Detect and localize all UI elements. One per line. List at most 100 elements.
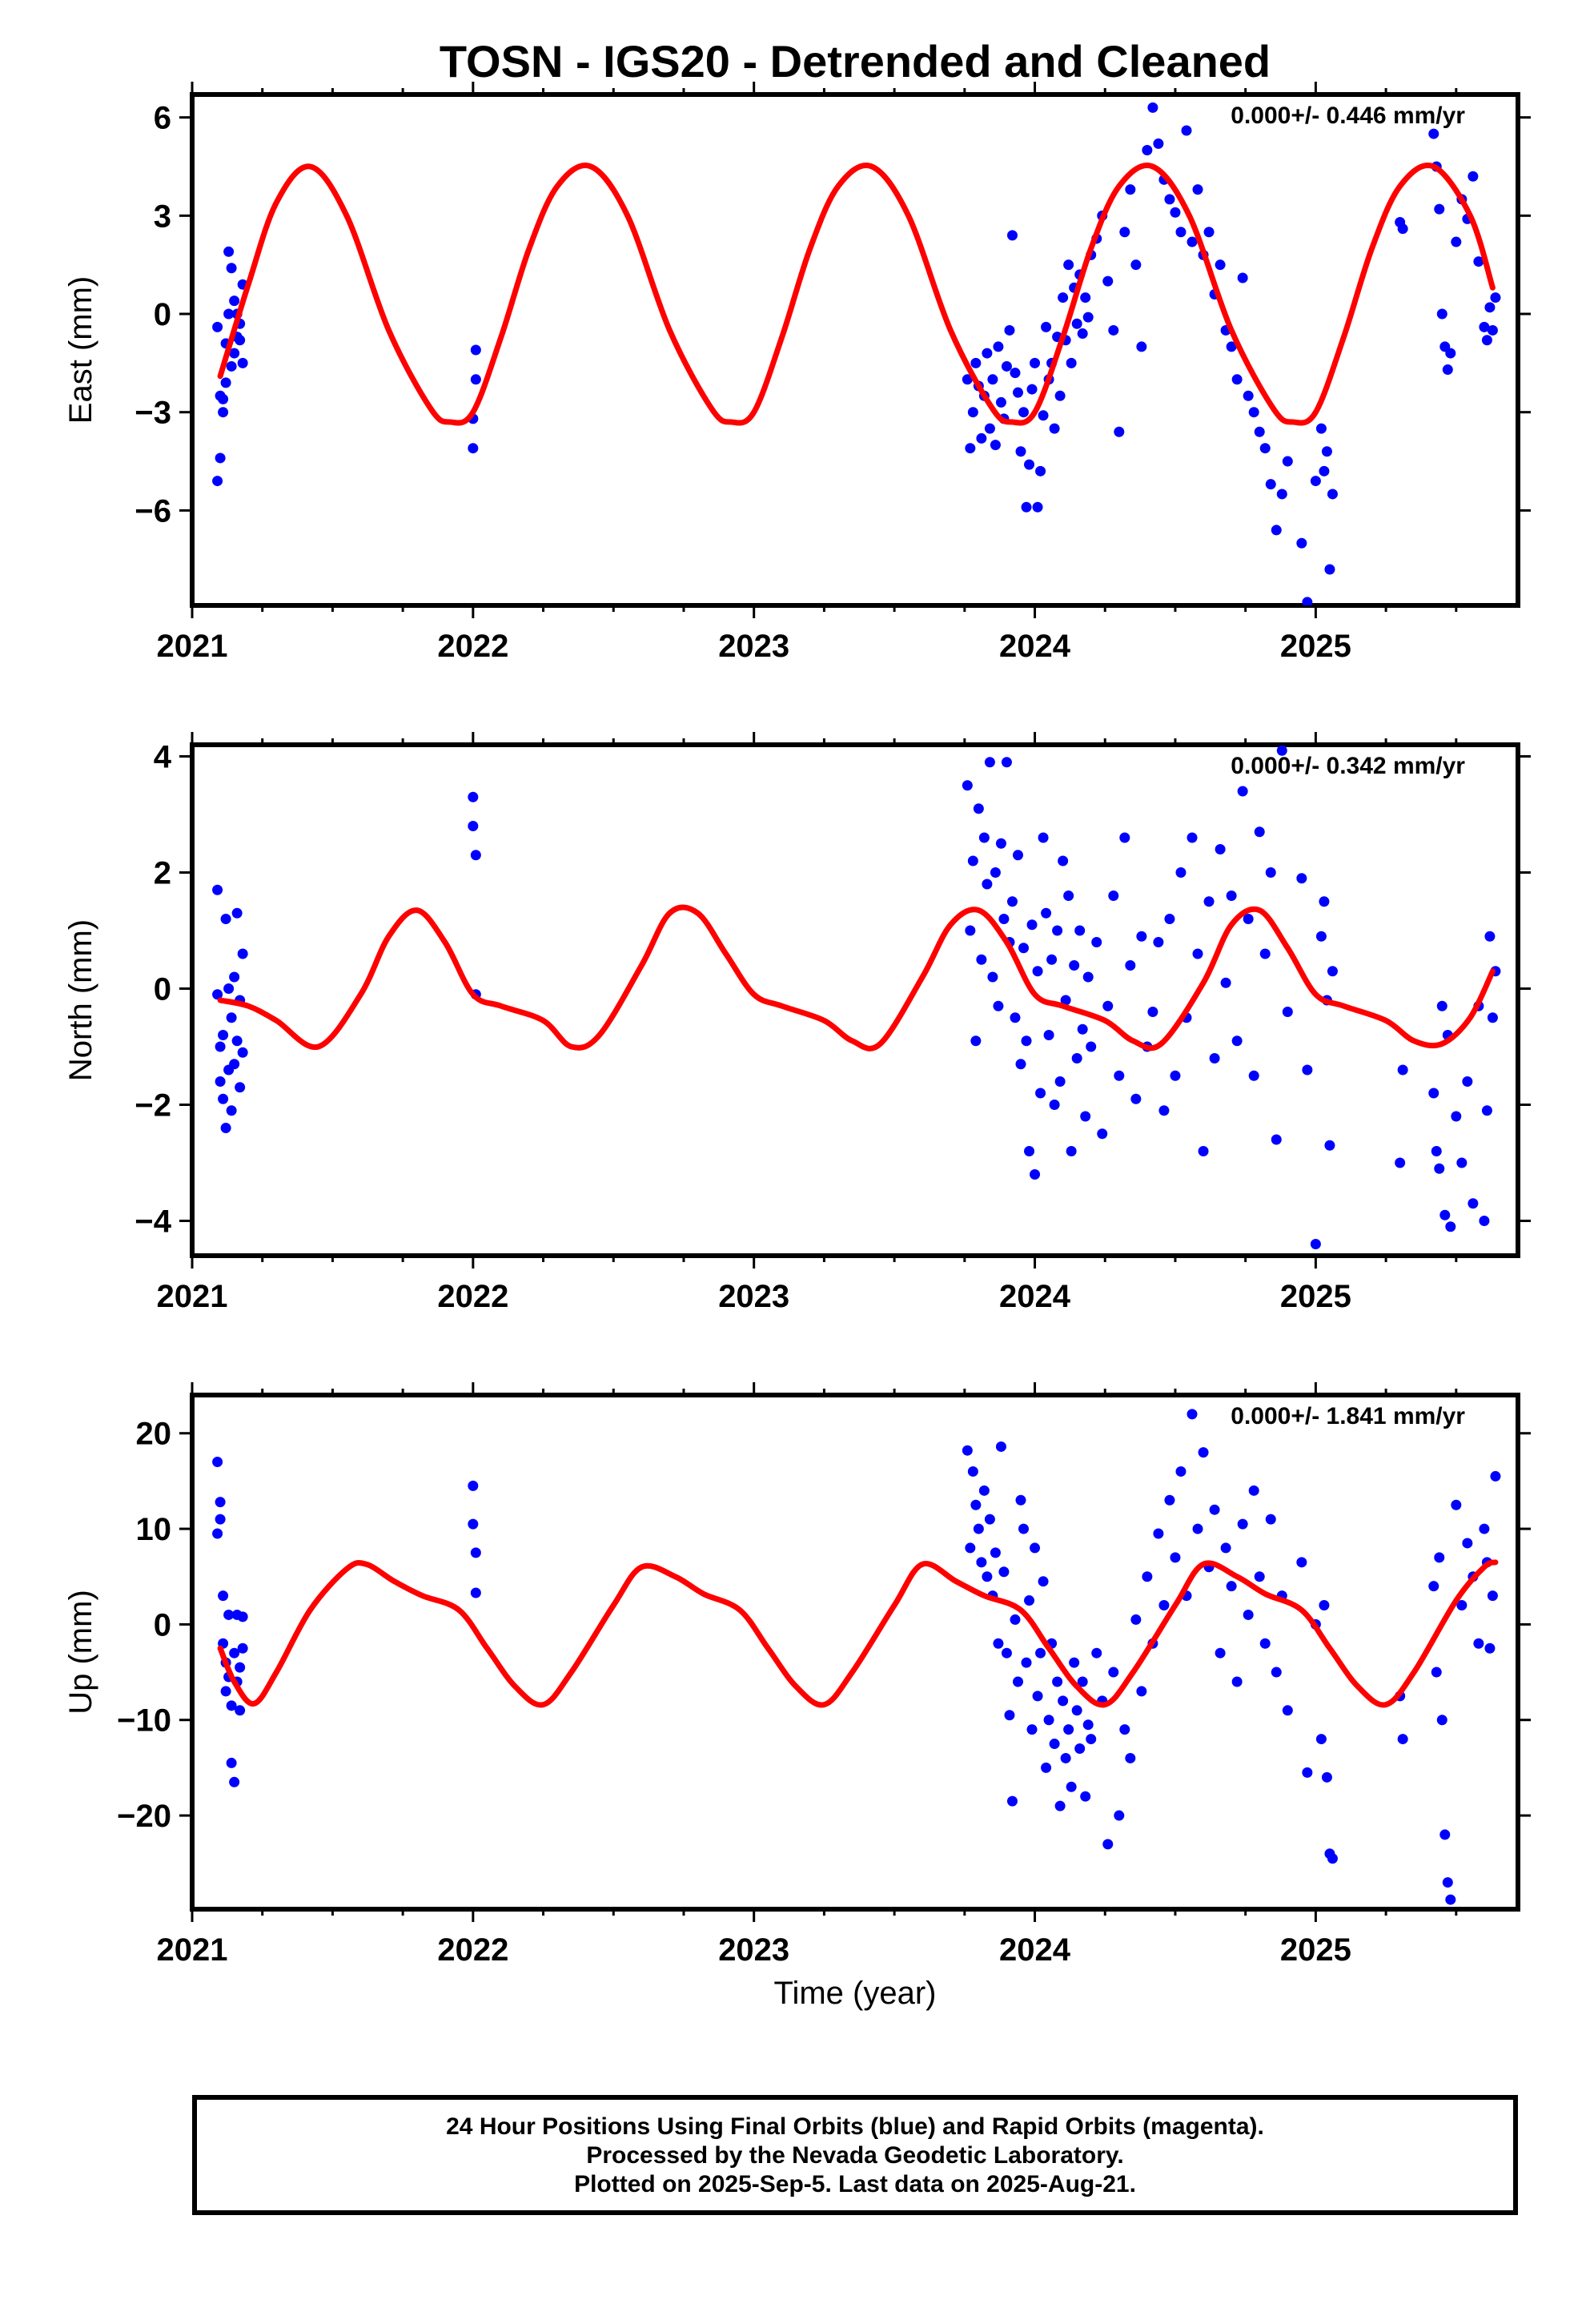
up-data-point — [1315, 1734, 1327, 1745]
east-data-point — [967, 407, 978, 418]
up-panel: 2021 2022 2023 2024 2025 −20 −10 0 10 20 Up (mm) 0.… — [63, 1382, 1531, 1968]
up-data-point — [1012, 1676, 1023, 1687]
east-data-point — [1071, 318, 1082, 329]
east-data-point — [1026, 384, 1038, 395]
north-data-point — [1102, 1000, 1114, 1011]
north-data-point — [976, 954, 987, 965]
north-data-point — [1170, 1070, 1181, 1081]
north-data-point — [1086, 1041, 1097, 1052]
north-data-point — [1032, 966, 1043, 977]
up-data-point — [212, 1528, 223, 1539]
north-data-point — [1006, 896, 1018, 907]
up-data-point — [1077, 1676, 1088, 1687]
north-data-point — [1468, 1198, 1479, 1209]
up-data-point — [1066, 1781, 1077, 1792]
east-data-point — [965, 443, 976, 454]
footer-line-1: 24 Hour Positions Using Final Orbits (bl… — [446, 2113, 1264, 2140]
north-data-point — [212, 989, 223, 1000]
east-data-point — [1170, 207, 1181, 218]
east-data-point — [220, 377, 231, 388]
up-data-point — [993, 1638, 1004, 1649]
east-data-point — [1142, 145, 1153, 156]
east-y-axis-label: East (mm) — [63, 276, 98, 424]
up-data-point — [1069, 1657, 1080, 1668]
north-data-point — [965, 925, 976, 936]
up-data-point — [1428, 1581, 1439, 1592]
north-data-point — [220, 1123, 231, 1133]
up-data-point — [1243, 1609, 1254, 1620]
north-data-point — [1164, 914, 1175, 924]
east-data-point — [1481, 335, 1492, 346]
up-data-point — [1024, 1595, 1035, 1606]
north-data-point — [1395, 1157, 1406, 1168]
up-rate-label: 0.000+/- 1.841 mm/yr — [1231, 1403, 1465, 1429]
up-data-point — [1484, 1642, 1496, 1654]
north-data-point — [1043, 1030, 1054, 1040]
north-data-point — [1038, 832, 1049, 843]
east-x-tick-label: 2023 — [718, 629, 789, 664]
north-data-point — [468, 791, 479, 802]
figure-title: TOSN - IGS20 - Detrended and Cleaned — [440, 36, 1271, 86]
up-data-point — [1231, 1676, 1243, 1687]
north-data-point — [237, 1047, 248, 1058]
east-data-point — [1487, 324, 1498, 336]
up-data-point — [470, 1587, 481, 1598]
north-panel: 2021 2022 2023 2024 2025 −4 −2 0 2 4 North (mm) 0.0… — [63, 732, 1531, 1314]
north-data-point — [1302, 1064, 1313, 1076]
up-data-point — [1487, 1590, 1498, 1602]
up-data-point — [995, 1441, 1006, 1452]
north-data-point — [1315, 931, 1327, 942]
north-data-point — [1265, 867, 1276, 878]
north-y-tick-label: 2 — [154, 856, 171, 891]
north-data-point — [226, 1105, 237, 1116]
north-data-point — [237, 948, 248, 959]
up-x-tick-label: 2025 — [1280, 1932, 1351, 1968]
east-data-point — [1248, 407, 1259, 418]
east-data-point — [1315, 423, 1327, 434]
north-data-point — [1209, 1053, 1220, 1063]
north-data-point — [1066, 1146, 1077, 1156]
east-data-point — [1010, 368, 1021, 379]
north-data-point — [1074, 925, 1086, 936]
up-data-point — [1226, 1581, 1237, 1592]
up-data-point — [229, 1776, 240, 1787]
up-data-point — [1015, 1494, 1026, 1506]
north-data-point — [970, 1035, 982, 1047]
north-y-tick-label: −4 — [135, 1204, 171, 1240]
up-data-point — [1271, 1667, 1282, 1678]
east-data-point — [470, 344, 481, 356]
east-data-point — [1243, 390, 1254, 401]
east-data-point — [1164, 194, 1175, 205]
east-data-point — [970, 357, 982, 368]
east-data-point — [223, 246, 235, 257]
north-data-point — [1063, 891, 1074, 901]
east-data-point — [1436, 308, 1447, 320]
up-data-point — [1237, 1518, 1248, 1530]
north-data-point — [215, 1076, 226, 1087]
north-data-point — [978, 832, 990, 843]
east-y-tick-label: 3 — [154, 199, 171, 234]
east-data-point — [1282, 456, 1293, 467]
east-data-point — [1001, 360, 1012, 372]
up-data-point — [967, 1466, 978, 1477]
up-data-point — [226, 1700, 237, 1711]
east-data-point — [1479, 321, 1490, 332]
north-data-point — [1058, 855, 1069, 866]
north-data-point — [1324, 1140, 1335, 1151]
up-data-point — [1006, 1795, 1018, 1807]
east-data-point — [1445, 348, 1456, 359]
up-data-point — [1198, 1447, 1209, 1458]
up-data-point — [1086, 1734, 1097, 1745]
up-data-point — [1456, 1600, 1468, 1611]
up-data-point — [1479, 1523, 1490, 1534]
east-data-point — [1077, 328, 1088, 340]
north-data-point — [973, 803, 984, 814]
up-data-point — [1052, 1676, 1063, 1687]
up-x-tick-label: 2024 — [999, 1932, 1071, 1968]
east-plot-frame — [190, 92, 1520, 608]
east-data-point — [470, 374, 481, 385]
north-data-point — [1186, 832, 1198, 843]
east-data-point — [1192, 184, 1203, 195]
north-rate-label: 0.000+/- 0.342 mm/yr — [1231, 753, 1465, 779]
east-data-point — [1271, 525, 1282, 536]
